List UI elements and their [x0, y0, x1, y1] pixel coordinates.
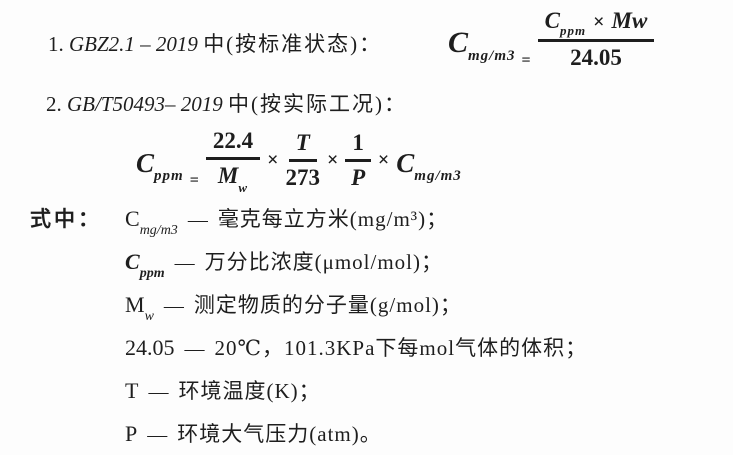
formula2-rhs-subscript: mg/m3: [414, 168, 462, 185]
legend-row-cmgm3: 式中： Cmg/m3 — 毫克每立方米(mg/m³)；: [30, 203, 587, 239]
legend-row-p: P — 环境大气压力(atm)。: [30, 418, 587, 448]
symbol-base: M: [125, 292, 145, 317]
em-dash: —: [148, 381, 169, 403]
symbol-subscript: w: [144, 309, 154, 325]
formula2-frac1-denominator: Mw: [217, 160, 248, 196]
formula2-lhs: Cppm =: [136, 147, 206, 189]
formula2-frac1-den-symbol: M: [217, 163, 239, 189]
heading-2-condition: 中(按实际工况)：: [228, 92, 408, 116]
heading-1-number: 1.: [48, 32, 69, 56]
legend-row-2405: 24.05 — 20℃，101.3KPa下每mol气体的体积；: [30, 332, 587, 362]
em-dash: —: [187, 209, 208, 231]
legend-description: 测定物质的分子量(g/mol)；: [193, 293, 462, 317]
symbol-base: 24.05: [125, 335, 175, 360]
formula1-lhs: Cmg/m3 =: [448, 26, 538, 69]
legend-description: 环境温度(K)；: [178, 379, 321, 403]
formula2-frac3-numerator: 1: [345, 130, 371, 162]
legend-symbol: 24.05: [125, 335, 175, 365]
symbol-subscript: mg/m3: [139, 223, 178, 239]
formula1-num-factor: Mw: [611, 8, 648, 33]
symbol-base: P: [125, 421, 138, 446]
symbol-subscript: ppm: [139, 266, 165, 282]
formula1-lhs-symbol: C: [448, 26, 469, 60]
formula2-frac3-denominator: P: [351, 164, 366, 190]
legend-symbol: P: [125, 421, 137, 451]
formula2-frac2-numerator: T: [288, 129, 317, 162]
heading-standard-2: 2. GB/T50493– 2019 中(按实际工况)：: [46, 88, 407, 118]
legend-row-cppm: Cppm — 万分比浓度(μmol/mol)；: [30, 246, 587, 282]
formula2-frac3-num-value: 1: [352, 129, 364, 155]
symbol-base: T: [125, 378, 139, 403]
formula1-num-symbol: C: [544, 8, 560, 33]
formula1-lhs-subscript: mg/m3: [468, 48, 516, 65]
em-dash: —: [184, 338, 205, 360]
multiply-sign: ×: [267, 148, 279, 171]
heading-1-standard-code: GBZ2.1 – 2019: [69, 32, 198, 56]
symbol-legend: 式中： Cmg/m3 — 毫克每立方米(mg/m³)； Cppm — 万分比浓度…: [30, 203, 587, 448]
em-dash: —: [163, 295, 184, 317]
formula2-frac1-numerator: 22.4: [205, 128, 261, 161]
legend-description: 环境大气压力(atm)。: [177, 422, 382, 446]
formula2-frac2-num-symbol: T: [295, 129, 310, 155]
formula1-denominator: 24.05: [570, 45, 622, 71]
legend-symbol: Mw: [125, 292, 154, 325]
multiply-sign: ×: [593, 11, 605, 33]
multiply-sign: ×: [377, 148, 390, 171]
em-dash: —: [174, 252, 195, 274]
heading-standard-1: 1. GBZ2.1 – 2019 中(按标准状态)：: [48, 28, 382, 58]
legend-row-t: T — 环境温度(K)；: [30, 375, 587, 405]
heading-2-number: 2.: [46, 92, 62, 116]
formula1-fraction: Cppm × Mw 24.05: [537, 8, 655, 72]
formula2-lhs-subscript: ppm: [154, 168, 184, 185]
em-dash: —: [147, 424, 168, 446]
legend-symbol: Cppm: [125, 249, 165, 282]
heading-1-condition: 中(按标准状态)：: [203, 32, 383, 56]
formula2-fraction-3: 1 P: [345, 130, 371, 192]
symbol-base: C: [125, 206, 140, 231]
formula-ppm: Cppm = 22.4 Mw × T 273 × 1 P × Cmg/m3: [136, 128, 462, 196]
formula2-equals-sign: =: [189, 172, 199, 190]
formula2-frac2-denominator: 273: [285, 164, 320, 190]
formula1-num-subscript: ppm: [560, 23, 587, 39]
formula2-frac1-num-value: 22.4: [212, 128, 254, 153]
legend-description: 毫克每立方米(mg/m³)；: [217, 207, 449, 231]
legend-row-mw: Mw — 测定物质的分子量(g/mol)；: [30, 289, 587, 325]
formula-mg-per-m3: Cmg/m3 = Cppm × Mw 24.05: [448, 8, 655, 72]
formula1-equals-sign: =: [521, 52, 531, 70]
legend-description: 万分比浓度(μmol/mol)；: [204, 250, 443, 274]
formula1-numerator: Cppm × Mw: [537, 8, 655, 43]
formula2-fraction-2: T 273: [285, 130, 320, 192]
symbol-base: C: [125, 249, 140, 274]
multiply-sign: ×: [326, 148, 339, 171]
formula2-rhs: Cmg/m3: [396, 147, 462, 185]
formula2-fraction-1: 22.4 Mw: [205, 128, 261, 196]
legend-description: 20℃，101.3KPa下每mol气体的体积；: [214, 336, 588, 360]
formula2-frac1-den-subscript: w: [238, 180, 248, 196]
legend-heading: 式中：: [30, 207, 102, 231]
legend-symbol: Cmg/m3: [125, 206, 178, 239]
heading-2-standard-code: GB/T50493– 2019: [67, 92, 223, 116]
legend-symbol: T: [125, 378, 138, 408]
formula2-rhs-symbol: C: [396, 147, 415, 178]
formula2-lhs-symbol: C: [136, 147, 155, 178]
